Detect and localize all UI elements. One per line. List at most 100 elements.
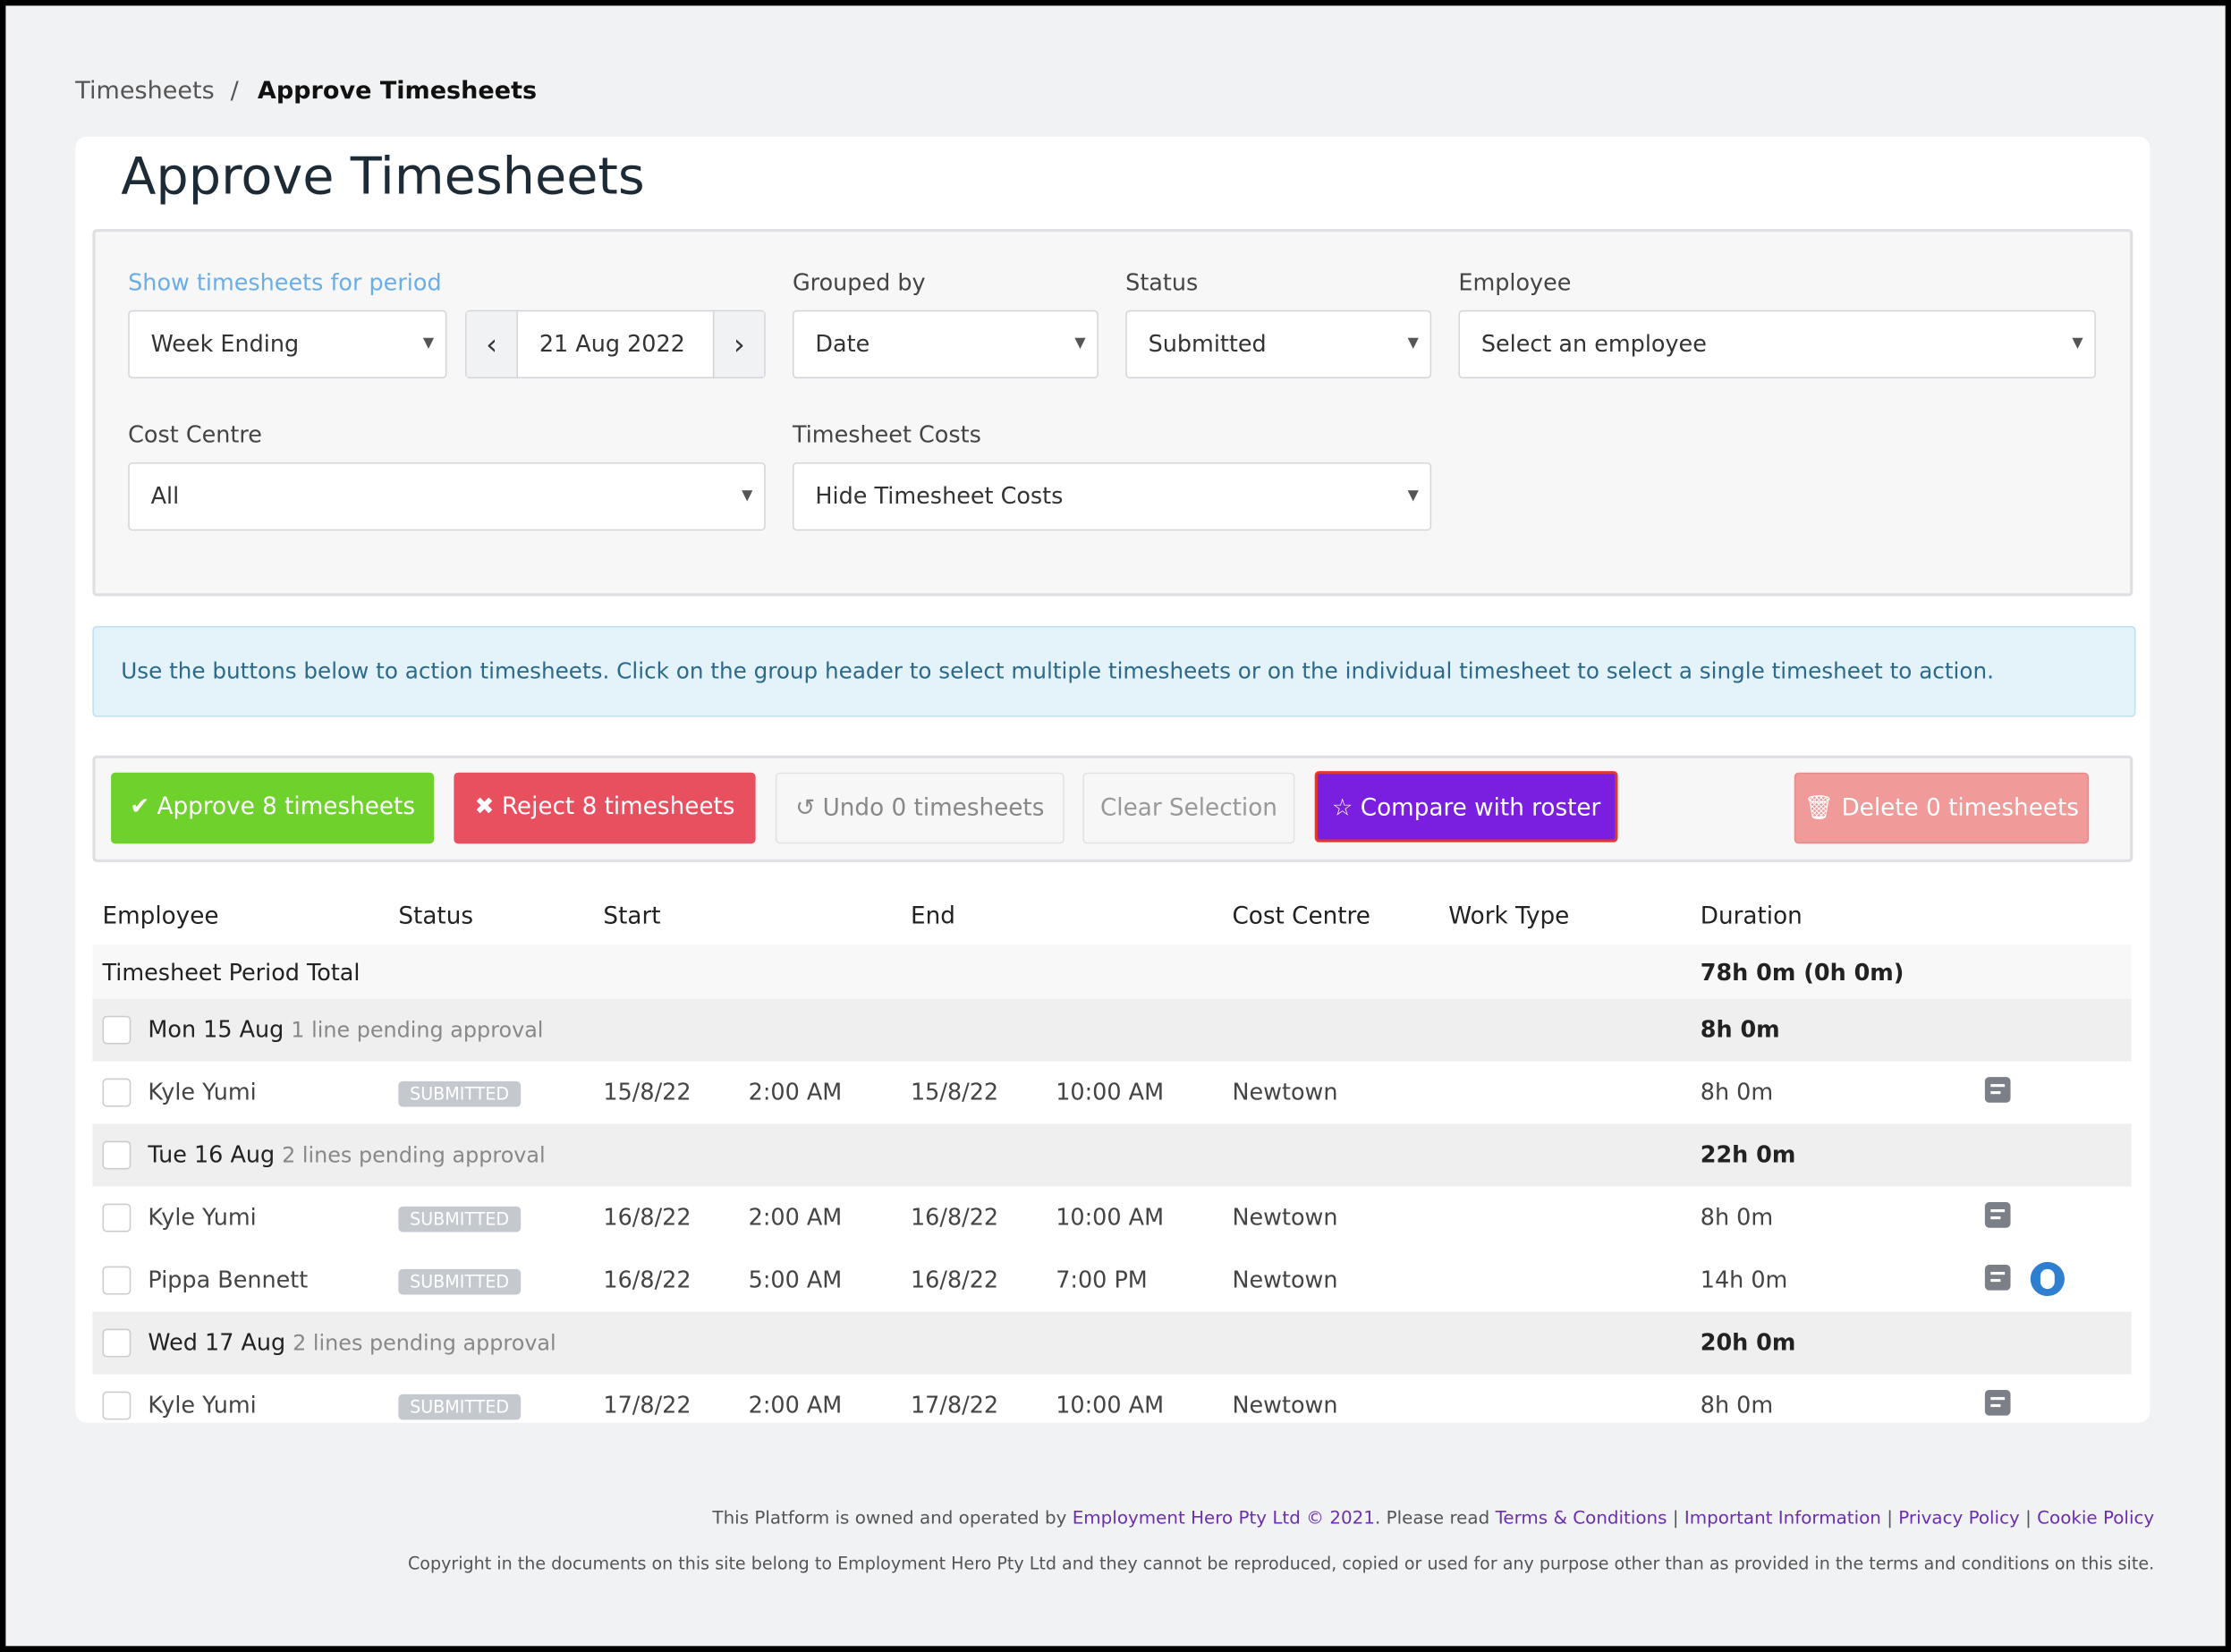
card: Approve Timesheets Show timesheets for p… [75, 136, 2150, 1423]
note-icon[interactable] [1984, 1077, 2011, 1103]
footer-separator: | [1887, 1506, 1893, 1529]
column-header: Cost Centre [1232, 902, 1370, 929]
filter-label: Cost Centre [128, 420, 262, 449]
roster-icon[interactable] [2030, 1261, 2065, 1297]
info-text: Use the buttons below to action timeshee… [121, 658, 1994, 685]
footer-link[interactable]: Terms & Conditions [1495, 1506, 1667, 1529]
breadcrumb-current: Approve Timesheets [257, 76, 538, 106]
note-line [1990, 1396, 2006, 1401]
start-date: 17/8/22 [603, 1391, 691, 1419]
copyright: Copyright in the documents on this site … [407, 1553, 2155, 1574]
checkbox[interactable] [102, 1015, 131, 1045]
approve-button[interactable]: ✔ Approve 8 timesheets [111, 772, 435, 844]
footer-link[interactable]: Privacy Policy [1898, 1506, 2020, 1529]
footer-link[interactable]: Cookie Policy [2037, 1506, 2155, 1529]
note-line [1990, 1209, 2006, 1213]
group-duration: 20h 0m [1700, 1328, 1796, 1356]
end-time: 10:00 AM [1056, 1391, 1165, 1419]
timesheet-row[interactable]: Kyle Yumi SUBMITTED 17/8/22 2:00 AM 17/8/22 1… [92, 1374, 2132, 1423]
button-label: Undo 0 timesheets [822, 793, 1045, 821]
group-row[interactable]: Wed 17 Aug 2 lines pending approval 20h 0m [92, 1311, 2132, 1375]
screen: Timesheets / Approve Timesheets Approve … [5, 5, 2226, 1647]
status-badge: SUBMITTED [398, 1268, 521, 1295]
select[interactable]: Select an employee ▼ [1458, 309, 2096, 379]
page-title: Approve Timesheets [121, 148, 645, 207]
select[interactable]: Week Ending ▼ [128, 309, 447, 379]
checkbox[interactable] [102, 1266, 131, 1295]
start-time: 2:00 AM [748, 1391, 843, 1419]
cost-centre: Newtown [1232, 1203, 1338, 1231]
date-picker: ‹ 21 Aug 2022 › [465, 309, 766, 379]
filter-label: Status [1125, 268, 1199, 296]
select[interactable]: All ▼ [128, 462, 766, 531]
timesheet-row[interactable]: Pippa Bennett SUBMITTED 16/8/22 5:00 AM 16/8… [92, 1249, 2132, 1314]
end-time: 10:00 AM [1056, 1203, 1165, 1231]
checkbox[interactable] [102, 1391, 131, 1420]
group-row[interactable]: Tue 16 Aug 2 lines pending approval 22h 0m [92, 1123, 2132, 1187]
filter-panel: Show timesheets for period Week Ending ▼ … [92, 229, 2133, 597]
select-value: Date [815, 330, 870, 358]
column-header: Status [398, 902, 473, 929]
group-row[interactable]: Mon 15 Aug 1 line pending approval 8h 0m [92, 998, 2132, 1062]
reject-button[interactable]: ✖ Reject 8 timesheets [454, 772, 756, 844]
group-pending: 1 line pending approval [291, 1017, 544, 1043]
timesheet-row[interactable]: Kyle Yumi SUBMITTED 15/8/22 2:00 AM 15/8/22 1… [92, 1061, 2132, 1126]
select[interactable]: Hide Timesheet Costs ▼ [792, 462, 1432, 531]
breadcrumb-link[interactable]: Timesheets [75, 76, 215, 106]
undo-button[interactable]: ↺ Undo 0 timesheets [775, 772, 1065, 844]
group-pending: 2 lines pending approval [282, 1142, 546, 1168]
footer-link[interactable]: Important Information [1684, 1506, 1881, 1529]
footer-text: . Please read [1374, 1506, 1490, 1529]
end-date: 17/8/22 [910, 1391, 999, 1419]
filter-label: Employee [1458, 268, 1572, 296]
start-time: 2:00 AM [748, 1203, 843, 1231]
checkbox[interactable] [102, 1078, 131, 1107]
note-line [1990, 1278, 2001, 1283]
action-bar: ✔ Approve 8 timesheets ✖ Reject 8 timesh… [92, 755, 2133, 862]
employee-name: Kyle Yumi [148, 1203, 257, 1231]
cost-centre: Newtown [1232, 1078, 1338, 1106]
note-line [1990, 1403, 2001, 1408]
compare-button[interactable]: ☆ Compare with roster [1314, 771, 1618, 843]
status-badge: SUBMITTED [398, 1394, 521, 1420]
checkbox[interactable] [102, 1203, 131, 1233]
roster-icon-inner [2040, 1268, 2055, 1290]
button-label: Clear Selection [1099, 793, 1277, 821]
status-badge: SUBMITTED [398, 1206, 521, 1233]
select-value: Select an employee [1480, 330, 1707, 358]
note-line [1990, 1271, 2006, 1275]
footer-link[interactable]: Employment Hero Pty Ltd © 2021 [1072, 1506, 1375, 1529]
total-row: Timesheet Period Total 78h 0m (0h 0m) [92, 945, 2132, 999]
note-icon[interactable] [1984, 1202, 2011, 1228]
note-icon[interactable] [1984, 1390, 2011, 1416]
timesheet-row[interactable]: Kyle Yumi SUBMITTED 16/8/22 2:00 AM 16/8/22 1… [92, 1186, 2132, 1251]
end-date: 16/8/22 [910, 1266, 999, 1293]
group-duration: 8h 0m [1700, 1015, 1780, 1043]
note-line [1990, 1084, 2006, 1088]
button-label: Reject 8 timesheets [501, 792, 735, 820]
select[interactable]: Submitted ▼ [1125, 309, 1432, 379]
duration: 8h 0m [1700, 1391, 1774, 1419]
note-line [1990, 1216, 2001, 1220]
delete-button[interactable]: 🗑 Delete 0 timesheets [1794, 772, 2090, 844]
start-time: 2:00 AM [748, 1078, 843, 1106]
select-value: All [150, 482, 180, 510]
prev-button[interactable]: ‹ [466, 311, 518, 377]
select-value: Submitted [1148, 330, 1267, 358]
checkbox[interactable] [102, 1140, 131, 1170]
group-date: Wed 17 Aug [148, 1328, 286, 1356]
filter-label: Show timesheets for period [128, 268, 442, 296]
duration: 8h 0m [1700, 1203, 1774, 1231]
note-icon[interactable] [1984, 1265, 2011, 1291]
select[interactable]: Date ▼ [792, 309, 1099, 379]
table: Employee Status Start End Cost Centre Work Ty… [75, 137, 2150, 1423]
footer-text: This Platform is owned and operated by [712, 1506, 1067, 1529]
footer-separator: | [2025, 1506, 2032, 1529]
next-button[interactable]: › [712, 311, 765, 377]
clear-button[interactable]: Clear Selection [1082, 772, 1295, 844]
checkbox[interactable] [102, 1328, 131, 1358]
note-line [1990, 1090, 2001, 1095]
button-label: Approve 8 timesheets [157, 792, 416, 820]
column-header: Duration [1700, 902, 1803, 929]
date-value: 21 Aug 2022 [539, 330, 685, 358]
